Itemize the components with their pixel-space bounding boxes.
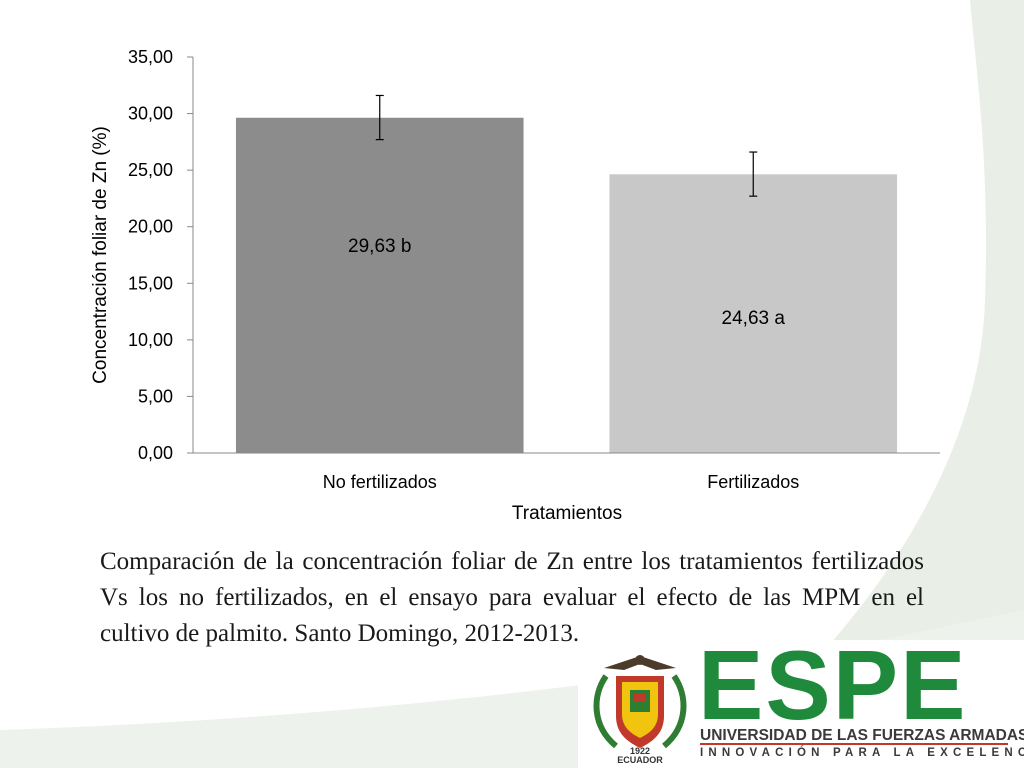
university-motto: INNOVACIÓN PARA LA EXCELENCIA [700,747,1024,759]
university-name: UNIVERSIDAD DE LAS FUERZAS ARMADAS [700,727,1024,744]
figure-caption: Comparación de la concentración foliar d… [100,548,924,647]
y-tick-label: 0,00 [138,443,173,463]
bars [235,117,898,453]
data-labels: 29,63 b 24,63 a [348,236,785,329]
logo-divider [700,743,1008,745]
university-crest-icon: 1922 ECUADOR [593,655,687,764]
background-swoosh [700,0,1024,768]
espe-logo: 1922 ECUADOR ESPE UNIVERSIDAD DE LAS FUE… [578,640,1024,768]
data-label-1: 29,63 b [348,236,411,257]
x-category-label: Fertilizados [707,472,799,492]
error-bars [375,94,758,197]
y-tick-label: 30,00 [128,104,173,124]
bar-1 [235,117,524,453]
y-tick-label: 35,00 [128,47,173,67]
y-tick-label: 10,00 [128,330,173,350]
y-tick-label: 20,00 [128,217,173,237]
bar-chart: 0,00 5,00 10,00 15,00 20,00 25,00 30,00 35,00 2… [90,47,940,524]
y-axis-title: Concentración foliar de Zn (%) [90,126,111,384]
crest-country: ECUADOR [617,755,663,764]
x-axis-category-labels: No fertilizados Fertilizados [323,472,800,492]
data-label-2: 24,63 a [722,308,786,329]
y-tick-label: 25,00 [128,160,173,180]
y-tick-label: 5,00 [138,386,173,406]
y-tick-label: 15,00 [128,273,173,293]
x-category-label: No fertilizados [323,472,437,492]
espe-wordmark: ESPE [698,640,968,740]
crest-year: 1922 [630,746,650,756]
bar-2 [609,174,898,453]
x-axis-title: Tratamientos [512,503,622,524]
y-axis-ticks: 0,00 5,00 10,00 15,00 20,00 25,00 30,00 35,00 [128,47,193,463]
